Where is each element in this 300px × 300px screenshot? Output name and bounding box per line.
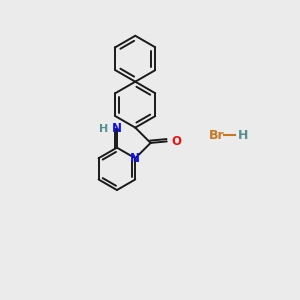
Text: H: H bbox=[238, 129, 248, 142]
Text: N: N bbox=[130, 152, 140, 165]
Text: H: H bbox=[99, 124, 108, 134]
Text: N: N bbox=[112, 122, 122, 135]
Text: O: O bbox=[172, 135, 182, 148]
Text: Br: Br bbox=[209, 129, 224, 142]
